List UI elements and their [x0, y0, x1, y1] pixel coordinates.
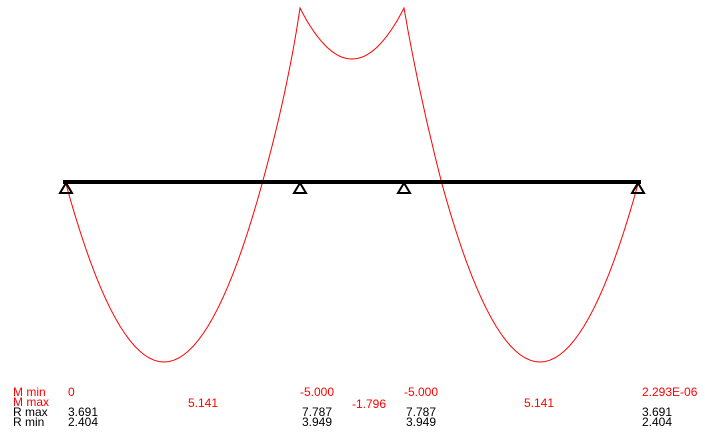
- support-2: [292, 181, 308, 194]
- support-1: [58, 181, 74, 194]
- reaction-max-3: 7.787: [406, 405, 437, 419]
- legend-m-min: M min: [13, 385, 46, 399]
- reaction-max-1: 3.691: [68, 405, 99, 419]
- reaction-min-1: 2.404: [68, 415, 99, 429]
- moment-value-left: 0: [68, 385, 75, 399]
- legend-r-min: R min: [13, 415, 45, 429]
- reaction-min-3: 3.949: [406, 415, 437, 429]
- reaction-max-2: 7.787: [302, 405, 333, 419]
- moment-value-support2: -5.000: [300, 385, 335, 399]
- moment-value-support3: -5.000: [404, 385, 439, 399]
- legend-m-max: M max: [13, 395, 49, 409]
- moment-envelope-curve: [65, 6, 639, 363]
- reaction-min-2: 3.949: [302, 415, 333, 429]
- moment-value-span3: 5.141: [524, 396, 555, 410]
- support-3: [396, 181, 412, 194]
- support-4: [630, 181, 646, 194]
- moment-value-right: 2.293E-06: [642, 386, 698, 398]
- legend-r-max: R max: [13, 405, 48, 419]
- moment-value-span2: -1.796: [352, 397, 387, 411]
- reaction-min-4: 2.404: [642, 415, 673, 429]
- reaction-max-4: 3.691: [642, 405, 673, 419]
- moment-value-span1: 5.141: [188, 396, 219, 410]
